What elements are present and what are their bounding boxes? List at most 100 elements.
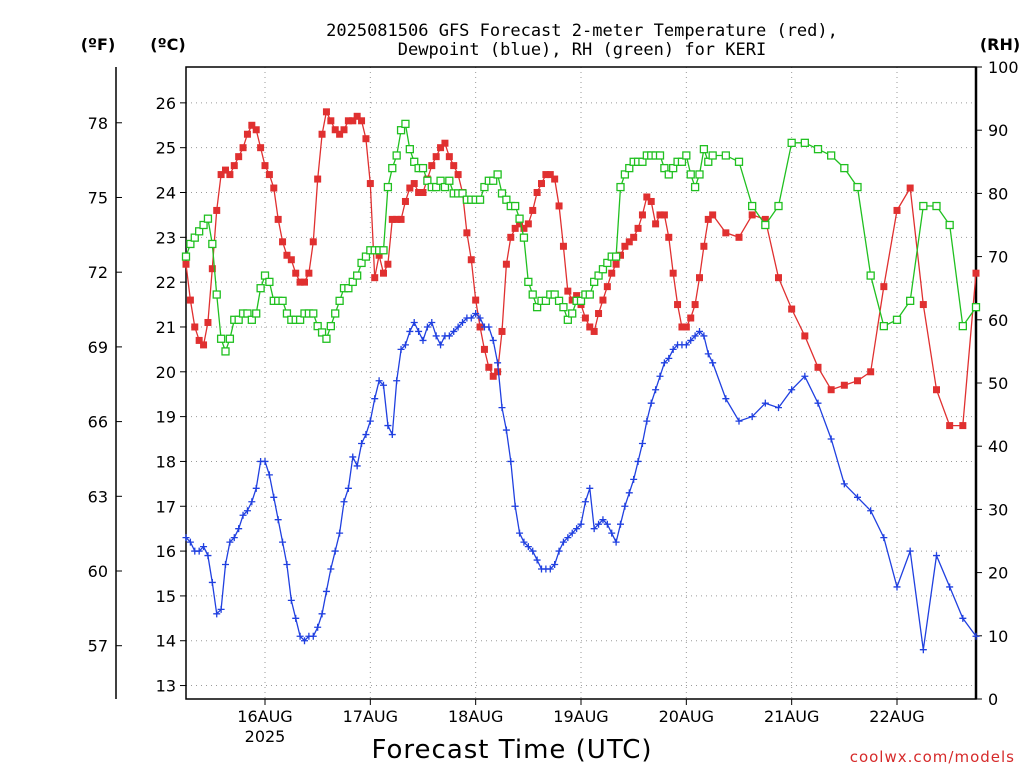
dewpoint-point xyxy=(261,457,269,465)
temperature-point xyxy=(687,314,695,322)
temperature-point xyxy=(261,162,269,170)
temperature-point xyxy=(230,162,238,170)
temperature-point xyxy=(235,153,243,161)
dewpoint-point xyxy=(735,417,743,425)
rh-point xyxy=(475,195,485,204)
temperature-point xyxy=(213,206,221,214)
dewpoint-point xyxy=(612,538,620,546)
temperature-point xyxy=(463,229,471,237)
rh-point xyxy=(326,321,335,331)
dewpoint-point xyxy=(494,359,502,367)
rh-point xyxy=(554,296,564,305)
dewpoint-point xyxy=(445,332,453,340)
temperature-point xyxy=(511,224,519,232)
dewpoint-point xyxy=(384,422,392,430)
temperature-point xyxy=(283,251,291,259)
dewpoint-point xyxy=(682,341,690,349)
dewpoint-point xyxy=(336,529,344,537)
dewpoint-point xyxy=(586,484,594,492)
rh-point xyxy=(181,252,191,261)
temperature-point xyxy=(840,381,848,389)
celsius-tick-label: 22 xyxy=(156,273,176,292)
x-tick-label: 20AUG xyxy=(659,707,714,726)
dewpoint-point xyxy=(200,543,208,551)
temperature-point xyxy=(775,274,782,282)
temperature-point xyxy=(498,327,506,335)
temperature-point xyxy=(933,386,940,394)
fahrenheit-tick-label: 60 xyxy=(88,562,108,581)
dewpoint-point xyxy=(349,453,357,461)
temperature-point xyxy=(222,166,229,174)
dewpoint-point xyxy=(972,632,980,640)
series-dewpoint xyxy=(182,310,980,654)
rh-point xyxy=(247,315,256,324)
rh-point xyxy=(392,151,401,160)
dewpoint-point xyxy=(380,381,387,389)
rh-point xyxy=(690,182,700,192)
temperature-point xyxy=(788,305,796,313)
dewpoint-point xyxy=(660,359,668,367)
unit-label-rh: (RH) xyxy=(980,35,1020,54)
rh-point xyxy=(502,195,511,204)
celsius-tick-label: 13 xyxy=(156,677,176,696)
rh-point xyxy=(423,176,432,185)
rh-point xyxy=(282,309,292,318)
rh-tick-label: 30 xyxy=(988,500,1008,519)
rh-point xyxy=(932,201,941,211)
dewpoint-point xyxy=(906,547,914,555)
rh-point xyxy=(655,151,665,160)
temperature-point xyxy=(437,144,445,152)
series-temperature xyxy=(182,108,980,430)
rh-point xyxy=(585,290,594,299)
rh-tick-label: 90 xyxy=(988,121,1008,140)
temperature-point xyxy=(516,220,524,228)
temperature-point xyxy=(581,314,589,322)
rh-point xyxy=(216,334,226,343)
dewpoint-point xyxy=(893,583,901,591)
celsius-tick-label: 18 xyxy=(156,452,176,471)
temperature-point xyxy=(186,296,194,304)
rh-point xyxy=(734,157,744,166)
temperature-point xyxy=(678,323,686,331)
temperature-point xyxy=(336,130,344,138)
rh-tick-label: 70 xyxy=(988,248,1008,267)
temperature-point xyxy=(327,117,335,125)
dewpoint-point xyxy=(696,327,703,335)
rh-point xyxy=(594,271,603,280)
dewpoint-point xyxy=(243,507,251,515)
temperature-point xyxy=(182,260,190,268)
fahrenheit-tick-label: 66 xyxy=(88,413,108,432)
celsius-tick-label: 21 xyxy=(156,318,176,337)
temperature-point xyxy=(388,215,396,223)
rh-point xyxy=(480,182,489,192)
dewpoint-point xyxy=(331,547,339,555)
dewpoint-point xyxy=(691,332,699,340)
dewpoint-point xyxy=(581,498,589,506)
temperature-point xyxy=(625,238,633,246)
temperature-point xyxy=(568,296,576,304)
rh-point xyxy=(620,170,630,179)
rh-point xyxy=(840,163,849,173)
dewpoint-point xyxy=(775,404,782,412)
dewpoint-point xyxy=(709,359,717,367)
temperature-point xyxy=(502,260,510,268)
temperature-point xyxy=(195,336,203,344)
temperature-point xyxy=(239,144,247,152)
temperature-point xyxy=(322,108,330,116)
series-layer xyxy=(181,108,981,654)
dewpoint-point xyxy=(603,520,611,528)
temperature-point xyxy=(226,171,234,179)
temperature-point xyxy=(415,189,423,197)
temperature-point xyxy=(375,251,383,259)
dewpoint-point xyxy=(366,417,374,425)
dewpoint-point xyxy=(854,493,861,501)
dewpoint-point xyxy=(217,605,225,613)
dewpoint-point xyxy=(314,623,322,631)
rh-tick-label: 0 xyxy=(988,690,998,709)
rh-point xyxy=(313,321,322,331)
dewpoint-point xyxy=(309,632,317,640)
rh-point xyxy=(256,284,265,293)
rh-point xyxy=(598,265,608,274)
temperature-point xyxy=(191,323,199,331)
x-tick-label: 21AUG xyxy=(764,707,819,726)
